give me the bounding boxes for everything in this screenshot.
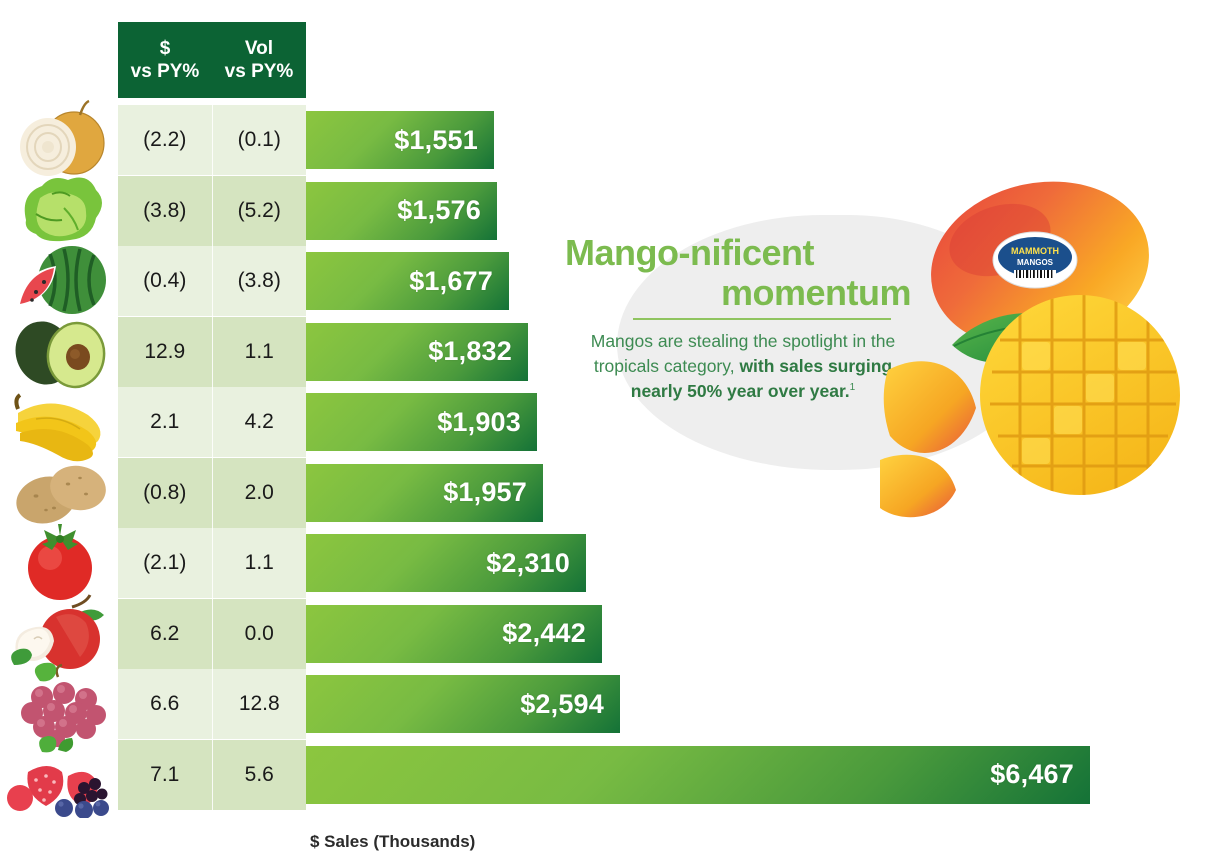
header-vol-line2: vs PY% — [224, 61, 294, 82]
row-metrics: 7.1 5.6 — [118, 739, 307, 810]
row-metrics: 6.2 0.0 — [118, 598, 307, 669]
table-header: $ vs PY% Vol vs PY% — [118, 22, 306, 98]
cell-dollar-vs-py: 6.6 — [150, 692, 180, 715]
cell-vol-vs-py: (5.2) — [211, 175, 307, 246]
row-metrics: (2.1) 1.1 — [118, 528, 306, 598]
cell-dollar-vs-py: 2.1 — [150, 410, 180, 433]
sales-bar-label: $2,442 — [502, 618, 586, 648]
row-metrics: (3.8) (5.2) — [118, 175, 307, 246]
table-row: 2.1 4.2 $1,903 — [0, 387, 1205, 462]
table-row: (2.2) (0.1) $1,551 — [0, 99, 1205, 176]
sales-bar: $1,551 — [306, 111, 494, 169]
sales-bar: $1,677 — [306, 252, 509, 310]
header-dollar-line1: $ — [159, 37, 171, 59]
cell-vol-vs-py: 2.0 — [211, 457, 307, 528]
callout-divider — [633, 318, 891, 320]
cell-vol-vs-py: (3.8) — [211, 246, 307, 316]
header-vol-line1: Vol — [244, 37, 274, 59]
table-row: 6.2 0.0 $2,442 — [0, 593, 1205, 669]
table-row: 7.1 5.6 $6,467 — [0, 735, 1205, 818]
sales-bar-label: $1,576 — [397, 195, 481, 225]
header-vol-vs-py: Vol vs PY% — [212, 22, 306, 98]
cell-dollar-vs-py: 7.1 — [150, 762, 180, 786]
sales-bar: $1,832 — [306, 322, 528, 381]
cell-dollar-vs-py: (2.1) — [143, 551, 187, 574]
cell-vol-vs-py: 1.1 — [211, 316, 307, 387]
sales-bar-label: $1,903 — [437, 406, 521, 437]
table-row: 12.9 1.1 $1,832 — [0, 316, 1205, 388]
callout-title: Mango-nificent momentum — [565, 232, 915, 314]
cell-vol-vs-py: 4.2 — [211, 387, 307, 457]
axis-caption: $ Sales (Thousands) — [310, 832, 476, 851]
sales-bar-label: $6,467 — [990, 759, 1074, 789]
callout-footnote-marker: 1 — [849, 381, 856, 393]
potato-icon — [6, 450, 114, 536]
apple-icon — [6, 591, 114, 677]
mango-photo: MAMMOTH MANGOS — [880, 160, 1200, 520]
table-row: (2.1) 1.1 $2,310 — [0, 524, 1205, 600]
sales-bar: $1,576 — [306, 181, 497, 240]
sales-bar: $1,957 — [306, 463, 543, 522]
avocado-icon — [6, 309, 114, 395]
callout-body-emphasis: with sales surging nearly 50% year over … — [630, 355, 893, 401]
sales-bar-label: $1,832 — [428, 336, 512, 366]
sales-bar: $2,594 — [306, 675, 620, 733]
row-metrics: (0.8) 2.0 — [118, 457, 307, 528]
sales-bar-label: $2,310 — [486, 547, 570, 578]
sales-bar: $1,903 — [306, 393, 537, 451]
cell-dollar-vs-py: (3.8) — [143, 198, 187, 222]
cell-dollar-vs-py: 6.2 — [150, 621, 180, 645]
lettuce-icon — [6, 168, 114, 254]
tomato-icon — [6, 520, 114, 606]
cell-dollar-vs-py: (0.4) — [143, 269, 187, 292]
sales-bar-label: $2,594 — [520, 688, 604, 719]
berries-icon — [6, 732, 114, 818]
table-row: (0.4) (3.8) $1,677 — [0, 246, 1205, 316]
svg-text:MAMMOTH: MAMMOTH — [1011, 246, 1059, 256]
watermelon-icon — [6, 238, 114, 324]
cell-dollar-vs-py: 12.9 — [144, 339, 186, 363]
sales-bar: $2,310 — [306, 534, 586, 592]
sales-bar-label: $1,551 — [394, 124, 478, 155]
row-metrics: (2.2) (0.1) — [118, 105, 306, 175]
row-metrics: (0.4) (3.8) — [118, 246, 306, 316]
row-metrics: 2.1 4.2 — [118, 387, 306, 457]
cell-vol-vs-py: 12.8 — [211, 669, 307, 739]
callout-body-text: Mangos are stealing the spotlight in the… — [590, 331, 896, 376]
callout-title-line2: momentum — [720, 272, 912, 314]
table-row: (3.8) (5.2) $1,576 — [0, 175, 1205, 246]
table-row: (0.8) 2.0 $1,957 — [0, 457, 1205, 528]
row-metrics: 6.6 12.8 — [118, 669, 306, 739]
sales-bar-label: $1,677 — [409, 265, 493, 296]
onion-icon — [6, 97, 114, 183]
header-dollar-vs-py: $ vs PY% — [118, 22, 212, 98]
callout-title-line1: Mango-nificent — [565, 232, 814, 273]
header-dollar-line2: vs PY% — [130, 61, 200, 82]
cell-vol-vs-py: 5.6 — [211, 739, 307, 810]
callout-body: Mangos are stealing the spotlight in the… — [583, 329, 903, 404]
row-metrics: 12.9 1.1 — [118, 316, 307, 387]
cell-vol-vs-py: (0.1) — [211, 105, 307, 175]
svg-text:MANGOS: MANGOS — [1017, 258, 1054, 267]
grapes-icon — [6, 661, 114, 747]
sales-bar-label: $1,957 — [443, 477, 527, 507]
cell-vol-vs-py: 1.1 — [211, 528, 307, 598]
cell-vol-vs-py: 0.0 — [211, 598, 307, 669]
cell-dollar-vs-py: (0.8) — [143, 480, 187, 504]
sales-bar: $2,442 — [306, 604, 602, 663]
table-row: 6.6 12.8 $2,594 — [0, 662, 1205, 747]
cell-dollar-vs-py: (2.2) — [143, 128, 187, 151]
sales-bar: $6,467 — [306, 745, 1090, 804]
banana-icon — [6, 379, 114, 465]
